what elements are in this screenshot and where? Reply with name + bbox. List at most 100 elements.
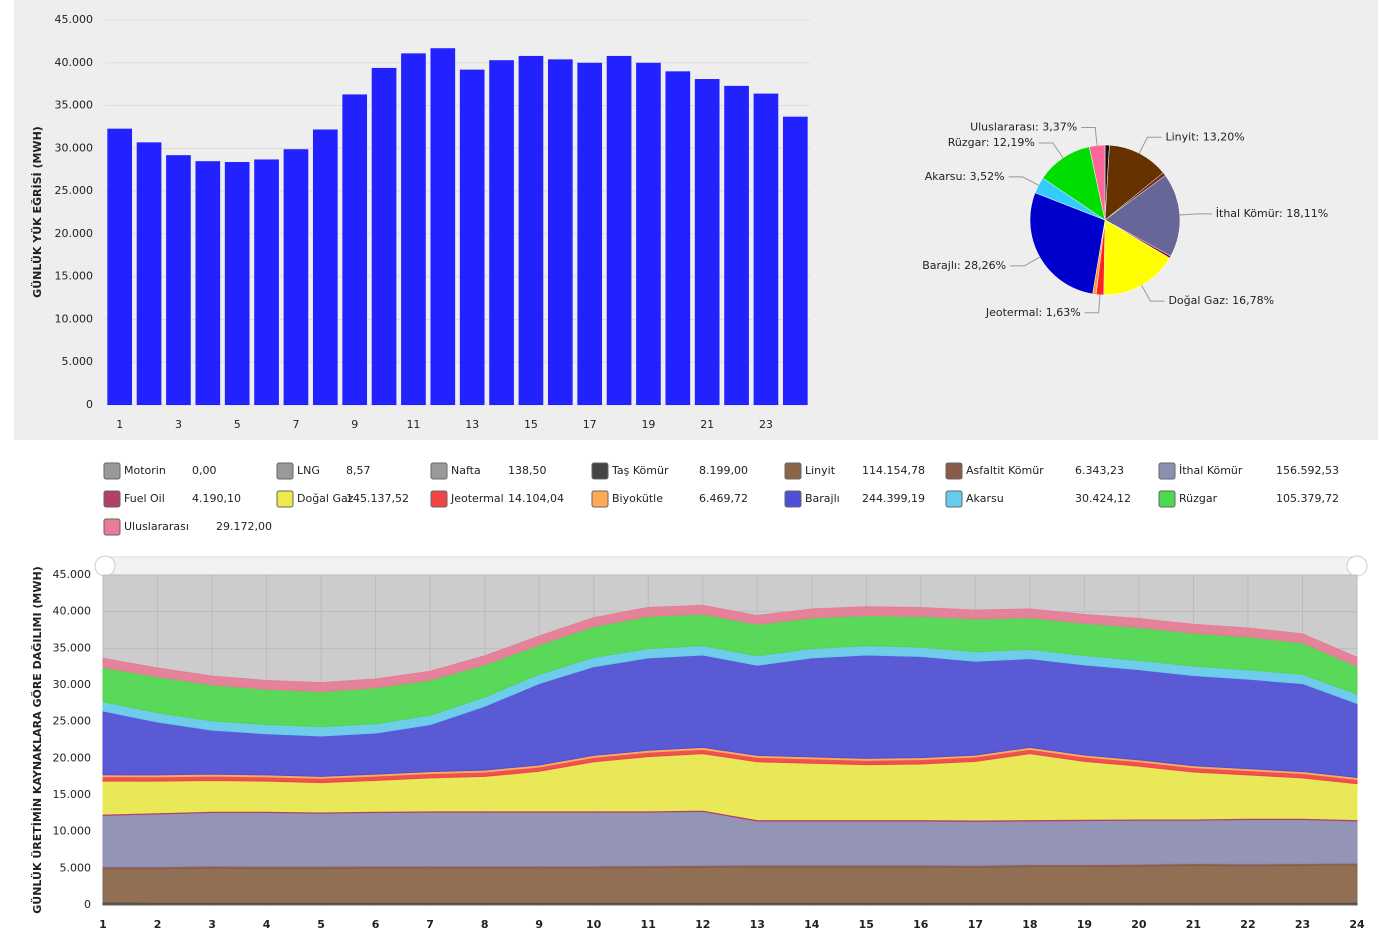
- legend-label: Asfaltit Kömür: [966, 464, 1044, 477]
- legend-value: 138,50: [508, 464, 547, 477]
- y-tick-label: 35.000: [55, 99, 94, 112]
- bar: [724, 86, 749, 405]
- slice-label: Jeotermal: 1,63%: [985, 306, 1081, 319]
- slice-label: Linyit: 13,20%: [1165, 130, 1244, 143]
- legend-swatch[interactable]: [592, 491, 608, 507]
- legend-swatch[interactable]: [104, 463, 120, 479]
- range-slider[interactable]: [103, 557, 1357, 575]
- y-tick-label: 0: [84, 898, 91, 911]
- y-tick-label: 30.000: [53, 678, 92, 691]
- x-tick-label: 15: [859, 918, 874, 931]
- bar: [195, 161, 220, 405]
- legend-label: Fuel Oil: [124, 492, 165, 505]
- y-axis-label: GÜNLÜK ÜRETİMİN KAYNAKLARA GÖRE DAĞILIMI…: [30, 566, 44, 913]
- legend-label: Uluslararası: [124, 520, 189, 533]
- bar: [519, 56, 544, 405]
- bar: [460, 70, 485, 405]
- x-tick-label: 19: [641, 418, 655, 431]
- y-tick-label: 20.000: [55, 227, 94, 240]
- y-tick-label: 15.000: [53, 788, 92, 801]
- legend-swatch[interactable]: [785, 491, 801, 507]
- legend-swatch[interactable]: [592, 463, 608, 479]
- x-tick-label: 15: [524, 418, 538, 431]
- bar: [342, 94, 367, 405]
- y-tick-label: 0: [86, 398, 93, 411]
- x-tick-label: 21: [700, 418, 714, 431]
- y-axis-label: GÜNLÜK YÜK EĞRİSİ (MWH): [30, 126, 44, 298]
- x-tick-label: 24: [1349, 918, 1365, 931]
- x-tick-label: 3: [208, 918, 216, 931]
- bar: [254, 159, 279, 405]
- x-tick-label: 2: [154, 918, 162, 931]
- y-tick-label: 20.000: [53, 751, 92, 764]
- legend-value: 244.399,19: [862, 492, 925, 505]
- x-tick-label: 1: [116, 418, 123, 431]
- legend-swatch[interactable]: [104, 519, 120, 535]
- slider-handle[interactable]: [1347, 556, 1367, 576]
- x-tick-label: 7: [292, 418, 299, 431]
- legend-label: Rüzgar: [1179, 492, 1218, 505]
- legend-label: Barajlı: [805, 492, 840, 505]
- legend-swatch[interactable]: [1159, 463, 1175, 479]
- legend-swatch[interactable]: [946, 491, 962, 507]
- slice-label: Doğal Gaz: 16,78%: [1168, 294, 1274, 307]
- legend-value: 114.154,78: [862, 464, 925, 477]
- y-tick-label: 40.000: [55, 56, 94, 69]
- x-tick-label: 20: [1131, 918, 1147, 931]
- x-tick-label: 17: [583, 418, 597, 431]
- bar: [636, 63, 661, 405]
- x-tick-label: 18: [1022, 918, 1037, 931]
- bar: [107, 129, 132, 405]
- x-tick-label: 23: [759, 418, 773, 431]
- legend-swatch[interactable]: [431, 491, 447, 507]
- slice-label: Barajlı: 28,26%: [922, 259, 1006, 272]
- legend-swatch[interactable]: [431, 463, 447, 479]
- legend-label: Biyokütle: [612, 492, 663, 505]
- slider-handle[interactable]: [95, 556, 115, 576]
- y-tick-label: 35.000: [53, 641, 92, 654]
- legend-swatch[interactable]: [1159, 491, 1175, 507]
- x-tick-label: 11: [406, 418, 420, 431]
- y-tick-label: 45.000: [53, 568, 92, 581]
- x-tick-label: 8: [481, 918, 489, 931]
- legend-swatch[interactable]: [277, 491, 293, 507]
- legend-swatch[interactable]: [946, 463, 962, 479]
- area: [103, 865, 1357, 902]
- x-tick-label: 22: [1240, 918, 1255, 931]
- y-tick-label: 25.000: [55, 184, 94, 197]
- legend-swatch[interactable]: [277, 463, 293, 479]
- bar: [166, 155, 191, 405]
- legend-value: 156.592,53: [1276, 464, 1339, 477]
- x-tick-label: 23: [1295, 918, 1310, 931]
- legend-value: 8,57: [346, 464, 371, 477]
- legend-value: 105.379,72: [1276, 492, 1339, 505]
- bar: [607, 56, 632, 405]
- bar: [284, 149, 309, 405]
- x-tick-label: 14: [804, 918, 820, 931]
- legend-value: 14.104,04: [508, 492, 564, 505]
- legend-swatch[interactable]: [104, 491, 120, 507]
- bar: [137, 142, 162, 405]
- bar: [430, 48, 455, 405]
- legend-label: LNG: [297, 464, 320, 477]
- x-tick-label: 9: [535, 918, 543, 931]
- y-tick-label: 10.000: [53, 825, 92, 838]
- x-tick-label: 11: [641, 918, 656, 931]
- x-tick-label: 17: [968, 918, 983, 931]
- legend-value: 4.190,10: [192, 492, 241, 505]
- x-tick-label: 10: [586, 918, 602, 931]
- y-tick-label: 30.000: [55, 141, 94, 154]
- slice-label: İthal Kömür: 18,11%: [1216, 207, 1328, 220]
- y-tick-label: 25.000: [53, 715, 92, 728]
- bar: [548, 59, 573, 405]
- legend-swatch[interactable]: [785, 463, 801, 479]
- x-tick-label: 6: [372, 918, 380, 931]
- legend-label: Taş Kömür: [611, 464, 669, 477]
- bar: [372, 68, 397, 405]
- y-tick-label: 45.000: [55, 13, 94, 26]
- legend-value: 29.172,00: [216, 520, 272, 533]
- x-tick-label: 13: [750, 918, 765, 931]
- slice-label: Akarsu: 3,52%: [925, 170, 1005, 183]
- x-tick-label: 3: [175, 418, 182, 431]
